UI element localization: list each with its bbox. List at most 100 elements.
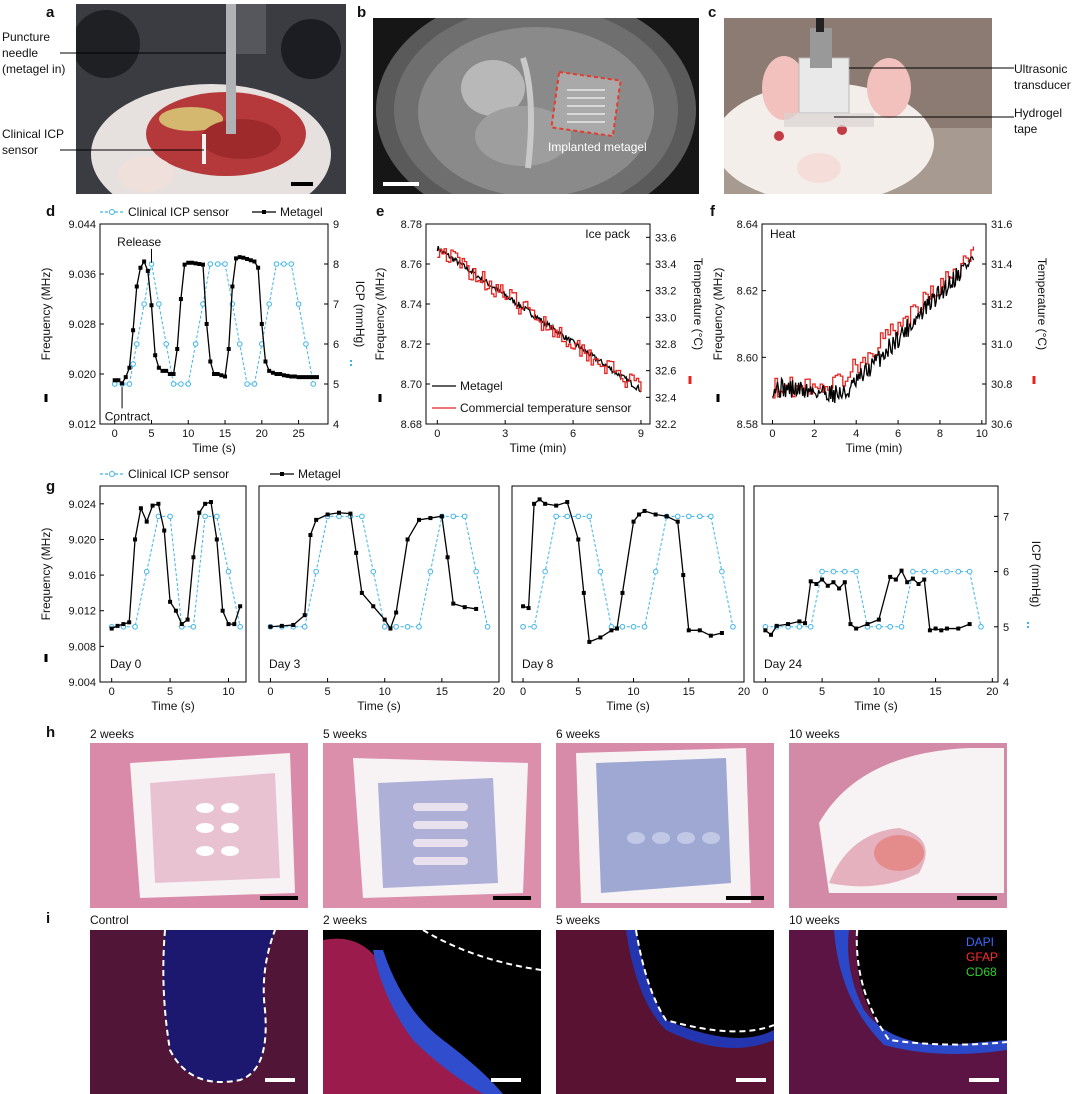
- g1-metagel-point: [302, 613, 307, 618]
- g2-metagel-point: [637, 512, 642, 517]
- g2-metagel-point: [719, 631, 724, 635]
- g0-metagel-point: [121, 622, 126, 627]
- g0-metagel-point: [115, 623, 120, 628]
- f-y2tick-label: 31.0: [991, 339, 1012, 351]
- g3-icp-line: [765, 571, 982, 628]
- f-ytick-label: 8.62: [737, 286, 758, 298]
- g0-icp-point: [143, 568, 150, 575]
- g0-frame: [99, 485, 247, 683]
- e-frame: [425, 223, 651, 425]
- g1-metagel-point: [291, 622, 296, 627]
- d-annotation-contract: Contract: [105, 409, 151, 423]
- g1-icp-point: [359, 513, 365, 520]
- panel-letter-c: c: [708, 4, 717, 21]
- d-metagel-point: [263, 359, 268, 364]
- g0-metagel-point: [203, 501, 208, 506]
- d-metagel-point: [215, 372, 220, 376]
- leader-lines-a: [60, 52, 80, 151]
- f-ylabel: Frequency (MHz): [711, 268, 725, 361]
- h-title-1: 2 weeks: [90, 727, 135, 741]
- d-icp-point: [130, 361, 136, 367]
- d-xlabel: Time (s): [192, 441, 236, 455]
- g2-icp-point: [575, 513, 582, 520]
- g2-metagel-point: [526, 606, 531, 611]
- g1-metagel-point: [462, 605, 467, 610]
- g0-xtick-label: 5: [167, 686, 173, 698]
- g3-metagel-point: [837, 586, 842, 591]
- f-y2tick-label: 30.8: [991, 379, 1012, 391]
- e-ytick-label: 8.78: [401, 219, 422, 231]
- g1-icp-line: [270, 515, 489, 628]
- d-ytick-label: 9.028: [68, 319, 96, 331]
- g2-metagel-point: [620, 590, 625, 595]
- g0-xlabel: Time (s): [151, 699, 195, 713]
- g0-ytick-label: 9.020: [68, 534, 96, 546]
- histology-h-2weeks: [90, 743, 308, 908]
- g0-metagel-point: [214, 537, 219, 542]
- d-icp-point: [192, 341, 199, 347]
- g2-metagel-point: [675, 519, 680, 524]
- g3-xlabel: Time (s): [854, 699, 898, 713]
- g0-icp-point: [225, 568, 232, 575]
- g3-metagel-point: [888, 574, 893, 579]
- g2-icp-point: [641, 623, 648, 630]
- d-icp-point: [214, 261, 221, 267]
- e-y2label: Temperature (°C): [691, 258, 705, 350]
- g0-metagel-point: [220, 608, 225, 613]
- d-metagel-point: [112, 378, 117, 383]
- g3-metagel-point: [927, 628, 932, 633]
- f-y2tick-label: 31.6: [991, 219, 1012, 231]
- g3-icp-point: [819, 568, 825, 575]
- g1-metagel-point: [354, 550, 359, 555]
- d-icp-point: [126, 381, 133, 387]
- d-xtick-label: 15: [219, 428, 231, 440]
- d-ytick-label: 9.036: [68, 269, 96, 281]
- g2-metagel-point: [587, 639, 592, 644]
- g3-frame: [753, 485, 999, 683]
- d-metagel-point: [292, 374, 297, 379]
- g1-xtick-label: 15: [436, 686, 448, 698]
- d-icp-line: [114, 263, 314, 385]
- g3-metagel-point: [786, 622, 791, 627]
- g3-metagel-point: [910, 576, 915, 581]
- d-metagel-point: [145, 268, 150, 273]
- f-frame: [761, 223, 987, 425]
- g3-icp-point: [978, 623, 984, 630]
- g3-icp-point: [955, 568, 962, 575]
- g0-icp-point: [214, 513, 220, 520]
- g3-icp-point: [830, 568, 837, 575]
- g2-icp-point: [685, 513, 692, 520]
- d-icp-point: [236, 341, 243, 347]
- f-ytick-label: 8.64: [737, 219, 758, 231]
- d-metagel-point: [153, 353, 158, 358]
- panel-letter-d: d: [46, 203, 56, 220]
- g3-icp-point: [966, 568, 973, 575]
- h-title-2: 5 weeks: [323, 727, 368, 741]
- g1-frame: [258, 485, 500, 683]
- g3-icp-point: [932, 568, 939, 575]
- g0-metagel-point: [197, 510, 202, 515]
- g3-xtick-label: 0: [762, 686, 768, 698]
- g2-metagel-point: [653, 512, 658, 517]
- g0-metagel-point: [144, 519, 149, 524]
- histology-h-6weeks: [556, 743, 774, 908]
- g1-icp-point: [313, 568, 319, 575]
- g1-metagel-point: [474, 606, 479, 611]
- g1-icp-point: [450, 513, 457, 520]
- d-metagel-point: [167, 372, 172, 376]
- d-legend-icp-text: Clinical ICP sensor: [128, 205, 229, 219]
- g1-icp-point: [416, 623, 422, 630]
- panel-letter-i: i: [46, 910, 51, 927]
- g3-metagel-point: [848, 622, 853, 627]
- f-xtick-label: 2: [811, 428, 817, 440]
- g3-metagel-point: [922, 577, 927, 582]
- d-icp-point: [251, 381, 258, 387]
- d-metagel-point: [120, 381, 125, 386]
- g2-metagel-point: [576, 537, 581, 542]
- g2-icp-point: [520, 623, 526, 630]
- d-metagel-point: [241, 255, 246, 260]
- d-metagel-point: [303, 375, 308, 380]
- photo-a-rat-surgery: [76, 4, 346, 194]
- panel-letter-b: b: [357, 4, 367, 21]
- g2-icp-point: [697, 513, 703, 520]
